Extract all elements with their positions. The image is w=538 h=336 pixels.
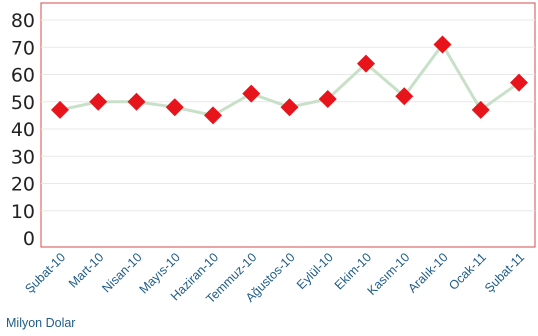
- x-tick-label: Kasım-10: [365, 250, 413, 298]
- data-point: [204, 106, 222, 125]
- data-point: [395, 87, 414, 106]
- y-axis: 0 10 20 30 40 50 60 70 80: [11, 10, 35, 250]
- x-tick-label: Aralık-10: [405, 250, 450, 295]
- data-point: [318, 90, 337, 109]
- data-point: [51, 100, 69, 119]
- data-point: [280, 98, 299, 117]
- y-tick-label: 60: [11, 65, 35, 87]
- data-point: [242, 84, 261, 103]
- y-tick-label: 50: [11, 92, 35, 114]
- y-tick-label: 10: [11, 201, 35, 223]
- y-tick-label: 70: [11, 37, 35, 59]
- data-point: [165, 98, 184, 117]
- y-tick-label: 20: [11, 174, 35, 196]
- data-point: [471, 100, 490, 119]
- data-point: [89, 92, 108, 111]
- data-point: [127, 92, 146, 111]
- y-tick-label: 30: [11, 146, 35, 168]
- plot-frame: [40, 2, 536, 248]
- y-tick-label: 80: [11, 10, 35, 32]
- markers: [51, 35, 528, 125]
- x-tick-label: Şubat-11: [482, 250, 527, 295]
- x-axis: Şubat-10Mart-10Nisan-10Mayıs-10Haziran-1…: [22, 250, 527, 306]
- x-tick-label: Eylül-10: [294, 250, 336, 292]
- data-point: [433, 35, 452, 54]
- data-point: [357, 54, 375, 73]
- data-point: [510, 73, 528, 92]
- y-tick-label: 0: [23, 228, 35, 250]
- y-tick-label: 40: [11, 119, 35, 141]
- unit-label: Milyon Dolar: [6, 316, 76, 330]
- grid: [41, 19, 535, 212]
- x-tick-label: Şubat-10: [22, 250, 68, 296]
